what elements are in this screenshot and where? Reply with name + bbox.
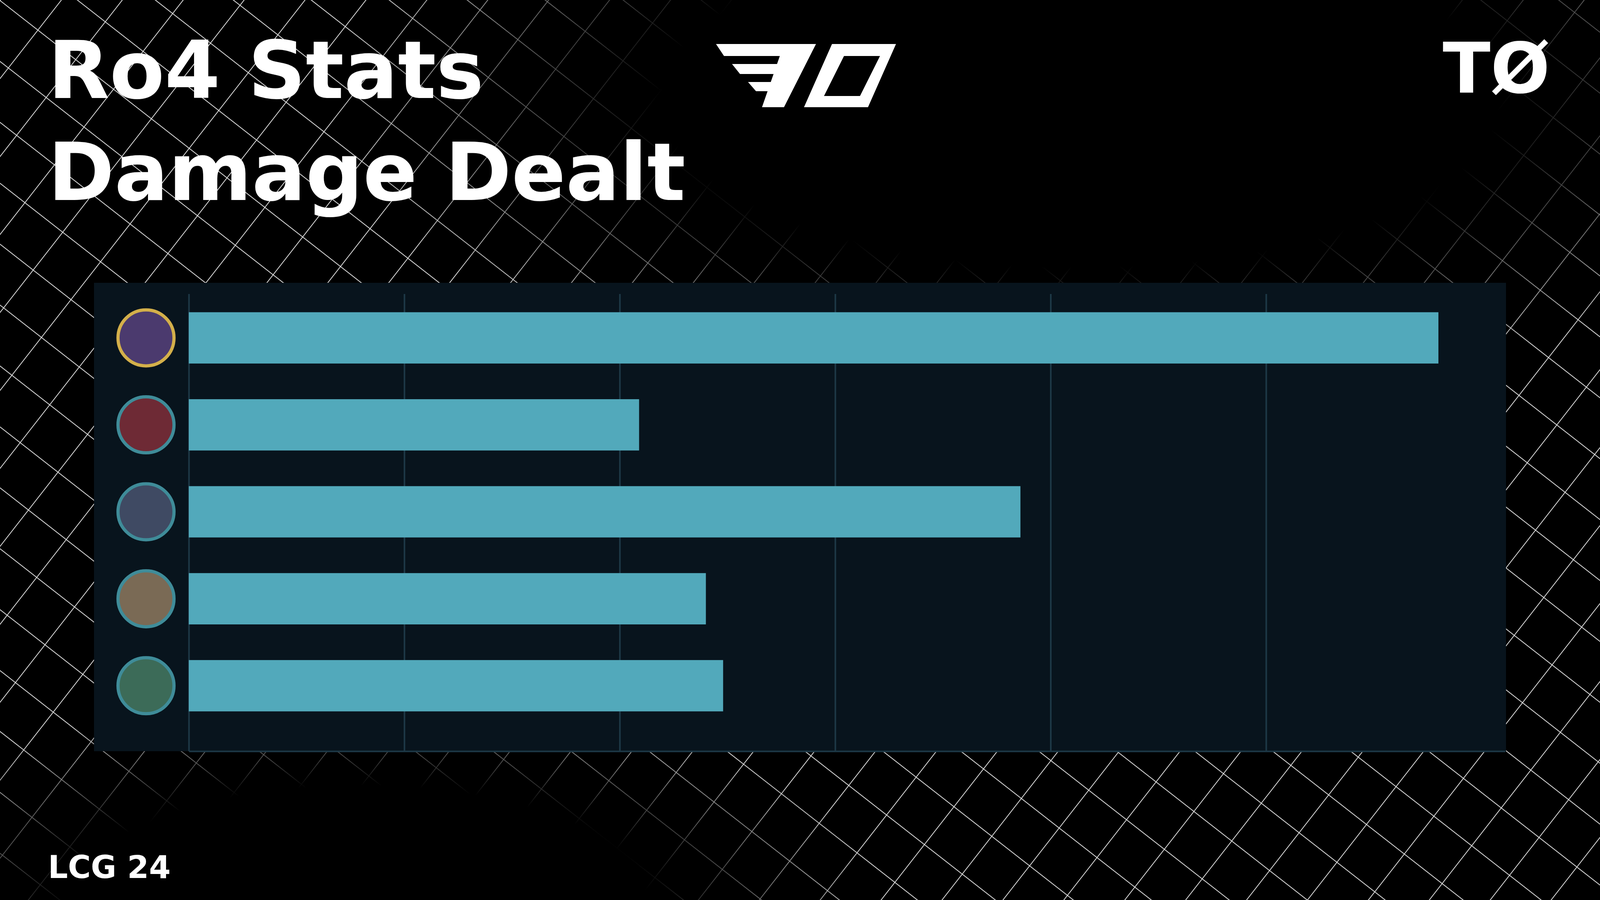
champion-icon: [118, 396, 174, 453]
bars: [188, 312, 1439, 712]
champion-icon: [118, 657, 174, 714]
champion-icon: [118, 310, 174, 366]
subtitle: Damage Dealt: [48, 125, 686, 219]
champion-icon: [118, 484, 174, 540]
bar: [188, 486, 1021, 538]
logo: [716, 44, 896, 108]
icons: [118, 310, 174, 714]
bar: [188, 312, 1439, 364]
x-axis: [189, 294, 1506, 752]
plot-panel: [94, 282, 1506, 752]
x-axis-line: [189, 750, 1506, 753]
footer: LCG 24: [48, 849, 171, 886]
brand: TØ: [1442, 28, 1550, 110]
bar: [188, 399, 640, 451]
champion-icon: [118, 570, 174, 627]
bar: [188, 660, 724, 712]
bar: [188, 573, 706, 625]
canvas: Ro4 StatsDamage Dealt TØ LCG 24: [0, 0, 1600, 900]
title: Ro4 Stats: [48, 23, 484, 117]
